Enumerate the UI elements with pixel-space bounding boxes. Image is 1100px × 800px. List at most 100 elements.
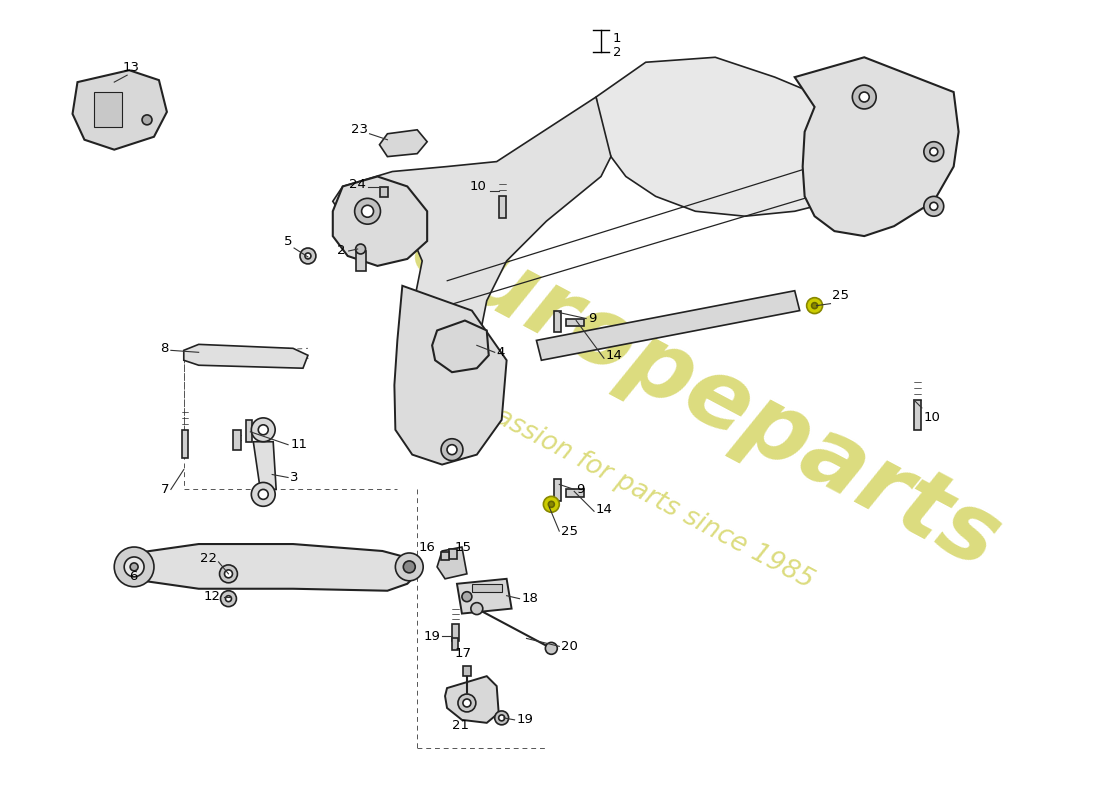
- Bar: [452, 638, 458, 650]
- Circle shape: [258, 425, 268, 434]
- Circle shape: [251, 482, 275, 506]
- Circle shape: [859, 92, 869, 102]
- Bar: [554, 479, 561, 502]
- Bar: [95, 92, 122, 127]
- Circle shape: [495, 711, 508, 725]
- Circle shape: [404, 561, 415, 573]
- Text: 4: 4: [497, 346, 505, 359]
- Bar: [246, 420, 252, 442]
- Text: 7: 7: [161, 483, 169, 496]
- Text: 21: 21: [452, 719, 469, 732]
- Circle shape: [142, 115, 152, 125]
- Text: 14: 14: [606, 349, 623, 362]
- Bar: [498, 196, 506, 218]
- Circle shape: [124, 557, 144, 577]
- Polygon shape: [184, 344, 308, 368]
- Polygon shape: [437, 547, 466, 579]
- Text: 25: 25: [561, 525, 579, 538]
- Text: 15: 15: [455, 541, 472, 554]
- Bar: [914, 400, 921, 430]
- Bar: [233, 430, 241, 450]
- Polygon shape: [333, 97, 610, 454]
- Circle shape: [930, 202, 938, 210]
- Circle shape: [498, 715, 505, 721]
- Text: 11: 11: [290, 438, 307, 451]
- Circle shape: [543, 496, 559, 512]
- Polygon shape: [119, 544, 417, 590]
- Polygon shape: [333, 177, 427, 266]
- Circle shape: [395, 553, 424, 581]
- Bar: [182, 430, 188, 458]
- Polygon shape: [537, 290, 800, 360]
- Bar: [472, 584, 502, 592]
- Circle shape: [114, 547, 154, 586]
- Circle shape: [220, 590, 236, 606]
- Circle shape: [471, 602, 483, 614]
- Text: 19: 19: [424, 630, 440, 643]
- Circle shape: [812, 302, 817, 309]
- Text: 2: 2: [613, 46, 621, 59]
- Bar: [554, 310, 561, 333]
- Text: 9: 9: [588, 312, 596, 325]
- Circle shape: [226, 596, 231, 602]
- Text: 14: 14: [596, 502, 613, 516]
- Circle shape: [806, 298, 823, 314]
- Circle shape: [463, 699, 471, 707]
- Text: 6: 6: [129, 570, 138, 583]
- Text: 9: 9: [576, 483, 584, 496]
- Bar: [381, 187, 388, 198]
- Polygon shape: [379, 130, 427, 157]
- Circle shape: [930, 148, 938, 156]
- Polygon shape: [456, 579, 512, 614]
- Polygon shape: [73, 70, 167, 150]
- Text: 18: 18: [521, 592, 538, 605]
- Circle shape: [220, 565, 238, 582]
- Text: 23: 23: [351, 123, 367, 136]
- Text: 19: 19: [517, 714, 534, 726]
- Text: 20: 20: [561, 640, 579, 653]
- Polygon shape: [446, 676, 498, 723]
- Circle shape: [441, 438, 463, 461]
- Text: 24: 24: [349, 178, 365, 191]
- Polygon shape: [596, 58, 874, 216]
- Circle shape: [546, 642, 558, 654]
- Bar: [566, 318, 584, 326]
- Text: 22: 22: [199, 553, 217, 566]
- Text: europeparts: europeparts: [395, 201, 1015, 589]
- Bar: [463, 666, 471, 676]
- Bar: [452, 623, 459, 642]
- Polygon shape: [253, 442, 276, 490]
- Circle shape: [130, 563, 139, 571]
- Text: 10: 10: [470, 180, 487, 193]
- Text: 3: 3: [290, 471, 298, 484]
- Bar: [566, 490, 584, 498]
- Circle shape: [300, 248, 316, 264]
- Circle shape: [462, 592, 472, 602]
- Circle shape: [355, 244, 365, 254]
- Bar: [449, 549, 456, 559]
- Bar: [355, 251, 365, 271]
- Circle shape: [224, 570, 232, 578]
- Text: 10: 10: [924, 411, 940, 424]
- Text: 16: 16: [418, 541, 436, 554]
- Circle shape: [447, 445, 456, 454]
- Text: 1: 1: [613, 33, 621, 46]
- Text: 13: 13: [122, 61, 140, 74]
- Circle shape: [258, 490, 268, 499]
- Circle shape: [458, 694, 476, 712]
- Polygon shape: [794, 58, 958, 236]
- Circle shape: [924, 196, 944, 216]
- Text: 17: 17: [455, 647, 472, 660]
- Bar: [441, 552, 449, 560]
- Circle shape: [251, 418, 275, 442]
- Polygon shape: [395, 286, 507, 465]
- Circle shape: [354, 198, 381, 224]
- Text: 2: 2: [338, 245, 345, 258]
- Text: a passion for parts since 1985: a passion for parts since 1985: [454, 385, 817, 594]
- Text: 8: 8: [161, 342, 169, 355]
- Text: 5: 5: [284, 234, 293, 247]
- Circle shape: [852, 85, 877, 109]
- Circle shape: [924, 142, 944, 162]
- Polygon shape: [432, 321, 488, 372]
- Text: 25: 25: [833, 289, 849, 302]
